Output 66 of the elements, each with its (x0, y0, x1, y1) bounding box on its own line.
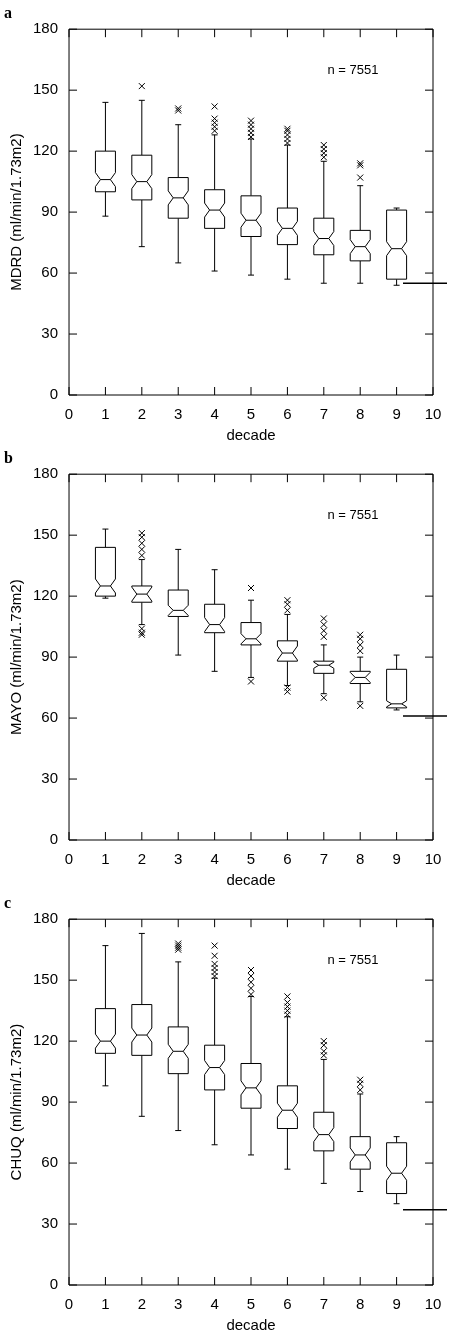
annotation: n = 7551 (327, 952, 379, 968)
x-tick-label: 10 (424, 405, 442, 423)
x-tick-label: 6 (283, 1295, 292, 1313)
y-tick-label: 90 (41, 1092, 59, 1110)
x-tick-label: 7 (319, 405, 328, 423)
x-tick-label: 2 (137, 405, 146, 423)
x-tick-label: 10 (424, 850, 442, 868)
y-tick-label: 0 (49, 385, 59, 403)
y-tick-label: 60 (41, 263, 59, 281)
y-tick-label: 30 (41, 1214, 59, 1232)
x-tick-label: 5 (246, 1295, 256, 1313)
y-tick-label: 90 (41, 202, 59, 220)
x-tick-label: 10 (424, 1295, 442, 1313)
y-axis-title: CHUQ (ml/min/1.73m2) (7, 1023, 25, 1181)
y-tick-label: 120 (33, 141, 59, 159)
x-tick-label: 1 (101, 850, 110, 868)
x-tick-label: 4 (210, 850, 219, 868)
x-tick-label: 3 (174, 405, 183, 423)
x-tick-label: 0 (64, 405, 74, 423)
y-tick-label: 180 (33, 19, 59, 37)
x-tick-label: 7 (319, 850, 328, 868)
y-axis-title: MDRD (ml/min/1.73m2) (7, 133, 25, 291)
x-tick-label: 2 (137, 850, 146, 868)
y-tick-label: 120 (33, 586, 59, 604)
x-axis-title: decade (226, 1316, 276, 1334)
x-tick-label: 4 (210, 405, 219, 423)
y-tick-label: 0 (49, 1275, 59, 1293)
y-tick-label: 150 (33, 970, 59, 988)
x-tick-label: 4 (210, 1295, 219, 1313)
chart-title: a (4, 3, 12, 21)
y-axis-title: MAYO (ml/min/1.73m2) (7, 579, 25, 735)
y-tick-label: 180 (33, 909, 59, 927)
annotation: n = 7551 (327, 62, 379, 78)
y-tick-label: 120 (33, 1031, 59, 1049)
x-tick-label: 6 (283, 850, 292, 868)
x-tick-label: 3 (174, 850, 183, 868)
y-tick-label: 150 (33, 80, 59, 98)
y-tick-label: 30 (41, 324, 59, 342)
y-tick-label: 60 (41, 708, 59, 726)
y-tick-label: 0 (49, 830, 59, 848)
x-tick-label: 5 (246, 850, 256, 868)
x-tick-label: 5 (246, 405, 256, 423)
x-tick-label: 1 (101, 405, 110, 423)
chart-title: c (4, 893, 12, 911)
chart-title: b (4, 448, 13, 466)
y-tick-label: 180 (33, 464, 59, 482)
y-tick-label: 90 (41, 647, 59, 665)
x-axis-title: decade (226, 426, 276, 444)
annotation: n = 7551 (327, 507, 379, 523)
y-tick-label: 60 (41, 1153, 59, 1171)
x-tick-label: 0 (64, 1295, 74, 1313)
y-tick-label: 150 (33, 525, 59, 543)
x-tick-label: 6 (283, 405, 292, 423)
x-tick-label: 0 (64, 850, 74, 868)
x-tick-label: 2 (137, 1295, 146, 1313)
x-tick-label: 1 (101, 1295, 110, 1313)
x-tick-label: 9 (392, 1295, 401, 1313)
x-axis-title: decade (226, 871, 276, 889)
x-tick-label: 8 (356, 1295, 365, 1313)
x-tick-label: 3 (174, 1295, 183, 1313)
y-tick-label: 30 (41, 769, 59, 787)
x-tick-label: 9 (392, 850, 401, 868)
x-tick-label: 8 (356, 850, 365, 868)
x-tick-label: 7 (319, 1295, 328, 1313)
x-tick-label: 9 (392, 405, 401, 423)
x-tick-label: 8 (356, 405, 365, 423)
